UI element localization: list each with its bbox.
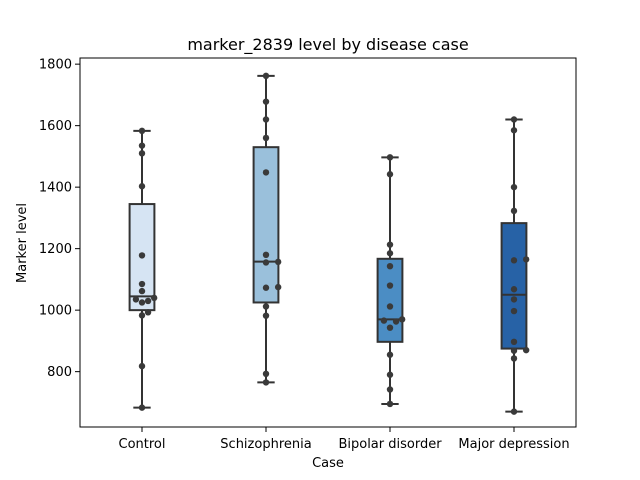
data-point bbox=[138, 312, 146, 319]
data-point bbox=[262, 251, 270, 258]
x-tick-label: Major depression bbox=[458, 437, 569, 452]
data-point bbox=[510, 408, 518, 415]
data-point bbox=[510, 355, 518, 362]
y-tick-label: 1000 bbox=[39, 304, 72, 319]
data-point bbox=[510, 207, 518, 215]
data-point bbox=[262, 370, 270, 378]
data-point bbox=[386, 282, 394, 289]
data-point bbox=[150, 294, 158, 302]
data-point bbox=[262, 312, 270, 319]
data-point bbox=[386, 171, 394, 178]
data-point bbox=[274, 283, 282, 291]
data-point bbox=[262, 259, 270, 266]
data-point bbox=[144, 309, 152, 316]
data-point bbox=[386, 262, 394, 270]
data-point bbox=[262, 169, 270, 176]
y-axis: 800 1000 1200 1400 1600 1800 bbox=[39, 58, 80, 380]
x-tick-label: Schizophrenia bbox=[220, 437, 311, 452]
data-point bbox=[510, 307, 518, 315]
data-point bbox=[386, 400, 394, 408]
data-point bbox=[386, 303, 394, 310]
data-point bbox=[144, 297, 152, 305]
data-point bbox=[510, 127, 518, 134]
data-point bbox=[262, 116, 270, 123]
data-point bbox=[138, 287, 146, 295]
data-point bbox=[510, 257, 518, 264]
data-point bbox=[138, 362, 146, 370]
data-point bbox=[380, 317, 388, 324]
data-point bbox=[138, 299, 146, 306]
data-point bbox=[386, 386, 394, 393]
data-point bbox=[138, 252, 146, 259]
data-point bbox=[138, 280, 146, 288]
data-point bbox=[510, 286, 518, 293]
data-point bbox=[138, 183, 146, 190]
data-point bbox=[386, 351, 394, 358]
data-point bbox=[510, 296, 518, 303]
data-point bbox=[386, 371, 394, 378]
data-point bbox=[386, 324, 394, 331]
data-point bbox=[138, 404, 146, 411]
data-point bbox=[398, 316, 406, 323]
data-point bbox=[262, 134, 270, 142]
data-point bbox=[132, 296, 140, 303]
data-point bbox=[386, 154, 394, 161]
data-point bbox=[138, 142, 146, 149]
y-tick-label: 1200 bbox=[39, 242, 72, 257]
x-tick-label: Bipolar disorder bbox=[338, 437, 442, 452]
data-point bbox=[522, 346, 530, 354]
x-tick-label: Control bbox=[119, 437, 166, 452]
data-point bbox=[392, 318, 400, 325]
data-point bbox=[522, 256, 530, 263]
data-point bbox=[274, 258, 282, 266]
y-axis-label: Marker level bbox=[15, 203, 30, 283]
x-axis-label: Case bbox=[312, 456, 344, 471]
chart-title: marker_2839 level by disease case bbox=[187, 35, 468, 55]
data-point bbox=[138, 127, 146, 135]
data-point bbox=[510, 347, 518, 354]
data-point bbox=[510, 183, 518, 191]
data-point bbox=[262, 72, 270, 80]
x-axis: Control Schizophrenia Bipolar disorder Majo… bbox=[119, 427, 570, 452]
data-point bbox=[510, 338, 518, 346]
data-point bbox=[262, 284, 270, 291]
iqr-box bbox=[500, 222, 528, 350]
data-point bbox=[386, 250, 394, 257]
data-point bbox=[262, 98, 270, 105]
y-tick-label: 800 bbox=[47, 365, 72, 380]
swarm-points bbox=[132, 72, 530, 415]
y-tick-label: 1600 bbox=[39, 119, 72, 134]
data-point bbox=[510, 116, 518, 123]
y-tick-label: 1800 bbox=[39, 58, 72, 73]
data-point bbox=[138, 150, 146, 157]
data-point bbox=[386, 241, 394, 248]
plot-area bbox=[79, 57, 577, 428]
y-tick-label: 1400 bbox=[39, 181, 72, 196]
data-point bbox=[262, 379, 270, 386]
data-point bbox=[262, 303, 270, 310]
